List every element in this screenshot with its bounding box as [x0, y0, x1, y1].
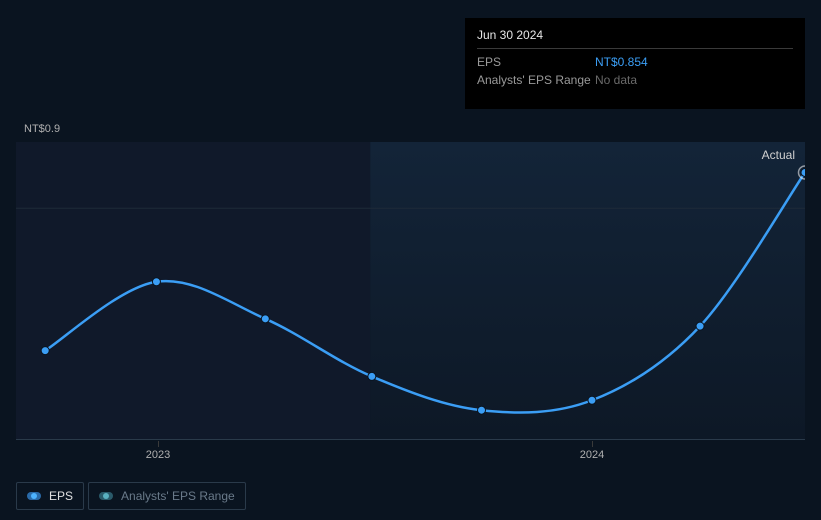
- eps-point[interactable]: [261, 315, 269, 323]
- eps-point[interactable]: [696, 322, 704, 330]
- eps-point[interactable]: [478, 406, 486, 414]
- legend-swatch: [99, 492, 113, 500]
- eps-point[interactable]: [41, 347, 49, 355]
- chart-legend: EPS Analysts' EPS Range: [16, 482, 246, 510]
- eps-point[interactable]: [152, 278, 160, 286]
- plot-area: Actual: [16, 142, 805, 440]
- tooltip-row-value: No data: [595, 73, 637, 87]
- y-axis-label-top: NT$0.9: [24, 123, 60, 135]
- x-axis-label: 2023: [146, 449, 170, 461]
- tooltip-row-value: NT$0.854: [595, 55, 648, 69]
- x-axis-tick: [158, 441, 159, 447]
- legend-item-eps[interactable]: EPS: [16, 482, 84, 510]
- eps-point[interactable]: [368, 372, 376, 380]
- tooltip-row: Analysts' EPS RangeNo data: [477, 71, 793, 89]
- legend-label: EPS: [49, 489, 73, 503]
- tooltip-row-label: Analysts' EPS Range: [477, 73, 595, 87]
- x-axis-label: 2024: [580, 449, 604, 461]
- legend-item-analysts-range[interactable]: Analysts' EPS Range: [88, 482, 246, 510]
- legend-swatch: [27, 492, 41, 500]
- chart-svg: [16, 142, 805, 440]
- x-axis-tick: [592, 441, 593, 447]
- legend-label: Analysts' EPS Range: [121, 489, 235, 503]
- eps-chart: Jun 30 2024 EPSNT$0.854Analysts' EPS Ran…: [16, 0, 805, 475]
- tooltip-row-label: EPS: [477, 55, 595, 69]
- eps-point[interactable]: [801, 168, 805, 176]
- chart-tooltip: Jun 30 2024 EPSNT$0.854Analysts' EPS Ran…: [465, 18, 805, 109]
- eps-point[interactable]: [588, 396, 596, 404]
- tooltip-date: Jun 30 2024: [477, 28, 793, 49]
- actual-region-label: Actual: [762, 148, 795, 162]
- tooltip-row: EPSNT$0.854: [477, 53, 793, 71]
